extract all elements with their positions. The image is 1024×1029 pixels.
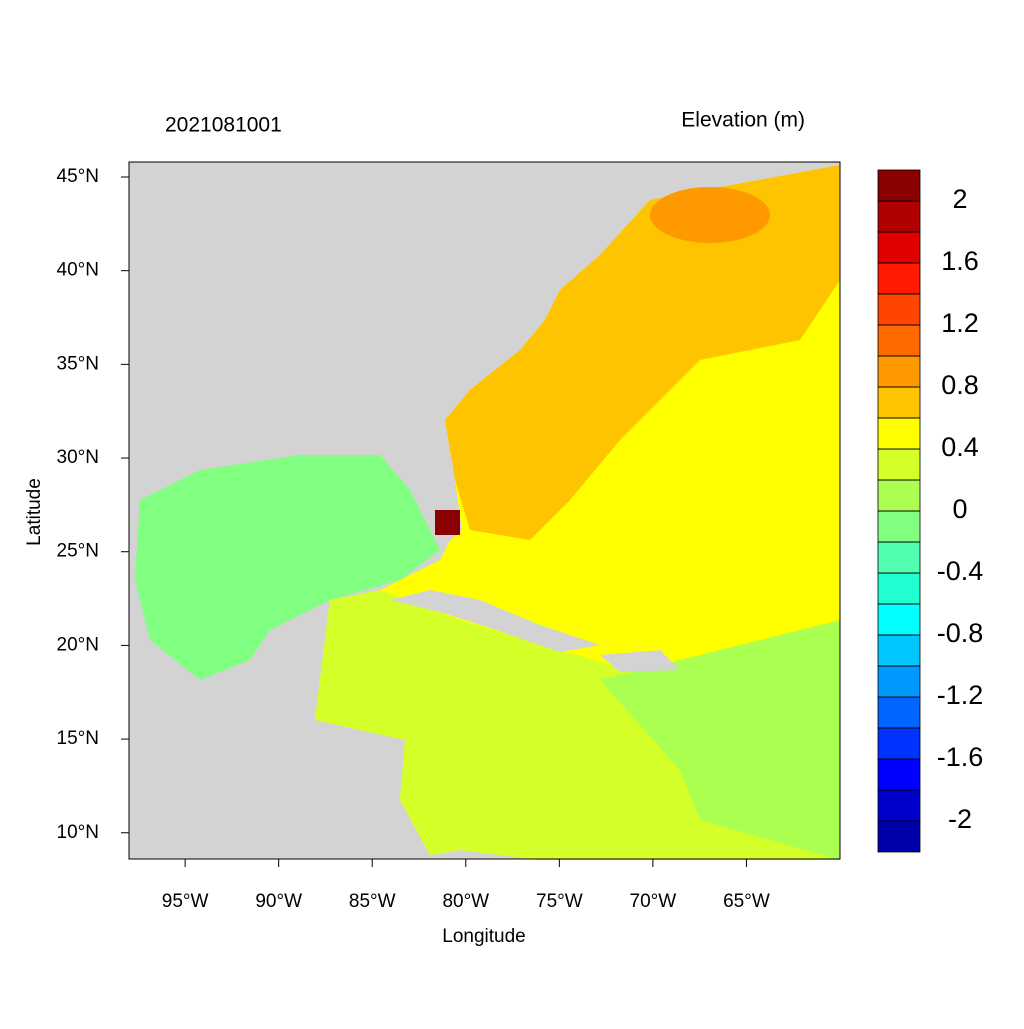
plot-frame xyxy=(128,161,841,860)
gulf-of-mexico xyxy=(135,455,440,680)
y-tick-label: 30°N xyxy=(57,447,99,468)
colorbar-box xyxy=(877,572,921,605)
y-tick-label: 10°N xyxy=(57,822,99,843)
colorbar-label: -2 xyxy=(948,804,972,834)
colorbar-box xyxy=(877,510,921,543)
colorbar-label: 1.6 xyxy=(941,246,979,276)
y-tick-label: 25°N xyxy=(57,541,99,562)
colorbar-box xyxy=(877,758,921,791)
colorbar-box xyxy=(877,820,921,853)
x-tick-label: 70°W xyxy=(630,891,677,912)
colorbar-box xyxy=(877,231,921,264)
y-tick-label: 20°N xyxy=(57,634,99,655)
caribbean-east xyxy=(600,620,840,860)
x-axis-label: Longitude xyxy=(442,926,525,947)
cuba xyxy=(390,590,600,652)
colorbar-box xyxy=(877,603,921,636)
map xyxy=(129,162,840,860)
x-tick-label: 95°W xyxy=(162,891,209,912)
colorbar-box xyxy=(877,541,921,574)
colorbar-label: 0.8 xyxy=(941,370,979,400)
colorbar-box xyxy=(877,727,921,760)
colorbar-box xyxy=(877,634,921,667)
colorbar-label: 0.4 xyxy=(941,432,979,462)
colorbar-box xyxy=(877,665,921,698)
x-tick-label: 85°W xyxy=(349,891,396,912)
y-axis-label: Latitude xyxy=(24,478,45,546)
colorbar-box xyxy=(877,479,921,512)
colorbar-box xyxy=(877,169,921,202)
gulf-of-maine xyxy=(650,187,770,243)
atlantic-high xyxy=(445,165,840,540)
title: 2021081001 xyxy=(165,114,282,137)
colorbar-box xyxy=(877,696,921,729)
x-tick-label: 80°W xyxy=(442,891,489,912)
x-tick-label: 65°W xyxy=(723,891,770,912)
colorbar-box xyxy=(877,417,921,450)
colorbar-label: -0.8 xyxy=(937,618,984,648)
hispaniola xyxy=(600,650,680,672)
colorbar-label: 2 xyxy=(952,184,967,214)
colorbar-label: 0 xyxy=(952,494,967,524)
colorbar-label: -1.6 xyxy=(937,742,984,772)
colorbar-box xyxy=(877,200,921,233)
y-tick-label: 40°N xyxy=(57,260,99,281)
colorbar-box xyxy=(877,386,921,419)
x-tick-label: 75°W xyxy=(536,891,583,912)
colorbar-label: 1.2 xyxy=(941,308,979,338)
colorbar-label: -0.4 xyxy=(937,556,984,586)
colorbar-box xyxy=(877,262,921,295)
colorbar-box xyxy=(877,293,921,326)
subtitle: Elevation (m) xyxy=(681,109,805,132)
y-tick-label: 15°N xyxy=(57,728,99,749)
colorbar-box xyxy=(877,324,921,357)
colorbar-box xyxy=(877,448,921,481)
colorbar-label: -1.2 xyxy=(937,680,984,710)
x-tick-label: 90°W xyxy=(255,891,302,912)
y-tick-label: 35°N xyxy=(57,353,99,374)
colorbar-box xyxy=(877,355,921,388)
y-tick-label: 45°N xyxy=(57,166,99,187)
colorbar-box xyxy=(877,789,921,822)
florida-surge xyxy=(435,510,460,535)
